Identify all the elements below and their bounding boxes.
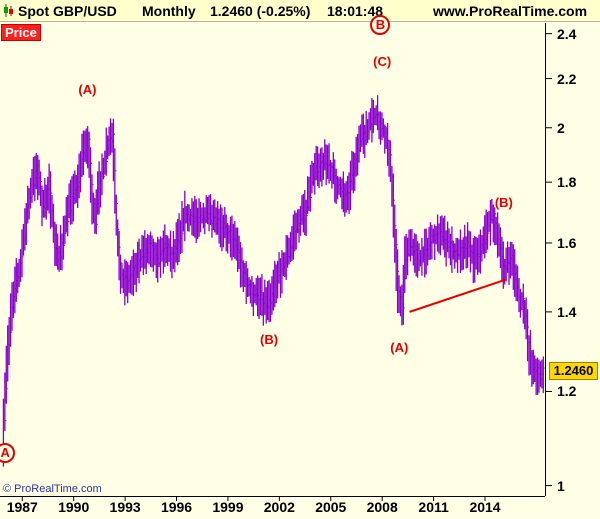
period-label: Monthly [142, 3, 196, 19]
x-tick-label: 2008 [366, 499, 398, 515]
wave-circle-label: B [370, 15, 391, 36]
last-price-badge: 1.2460 [549, 362, 598, 380]
x-tick-label: 2011 [418, 499, 449, 515]
wave-label: (A) [390, 340, 409, 356]
x-tick-label: 1990 [58, 499, 90, 515]
x-tick-label: 1987 [6, 499, 38, 515]
chart-header: Spot GBP/USD Monthly 1.2460 (-0.25%) 18:… [0, 0, 600, 22]
site-label: www.ProRealTime.com [433, 3, 588, 19]
symbol-label: Spot GBP/USD [18, 3, 117, 19]
x-tick-label: 1999 [212, 499, 244, 515]
price-bars [2, 95, 545, 467]
last-change-label: 1.2460 (-0.25%) [210, 3, 311, 19]
y-tick-label: 1.6 [557, 234, 577, 251]
y-tick-label: 1.8 [557, 174, 577, 191]
y-tick-marks [545, 33, 552, 487]
copyright-label: © ProRealTime.com [3, 483, 102, 495]
wave-label: (C) [373, 54, 392, 70]
candlestick-icon [4, 4, 13, 17]
trendline-segment [409, 278, 506, 313]
trendline [409, 278, 506, 313]
x-tick-label: 1996 [160, 499, 193, 515]
y-tick-label: 1 [557, 477, 565, 494]
y-tick-label: 2.4 [557, 25, 577, 42]
y-tick-label: 1.4 [557, 303, 577, 320]
time-label: 18:01:48 [327, 3, 384, 19]
x-tick-label: 2005 [315, 499, 347, 515]
wave-label: (B) [494, 194, 513, 210]
y-tick-label: 2 [557, 119, 565, 136]
x-tick-label: 2014 [469, 499, 501, 515]
x-tick-marks [21, 496, 486, 501]
wave-label: (A) [78, 82, 97, 98]
x-tick-label: 2002 [263, 499, 295, 515]
y-tick-label: 1.2 [557, 383, 577, 400]
price-panel-label: Price [1, 24, 41, 41]
y-tick-label: 2.2 [557, 70, 577, 87]
wave-circle-label: A [0, 443, 16, 464]
x-tick-label: 1993 [109, 499, 141, 515]
wave-label: (B) [260, 332, 279, 348]
